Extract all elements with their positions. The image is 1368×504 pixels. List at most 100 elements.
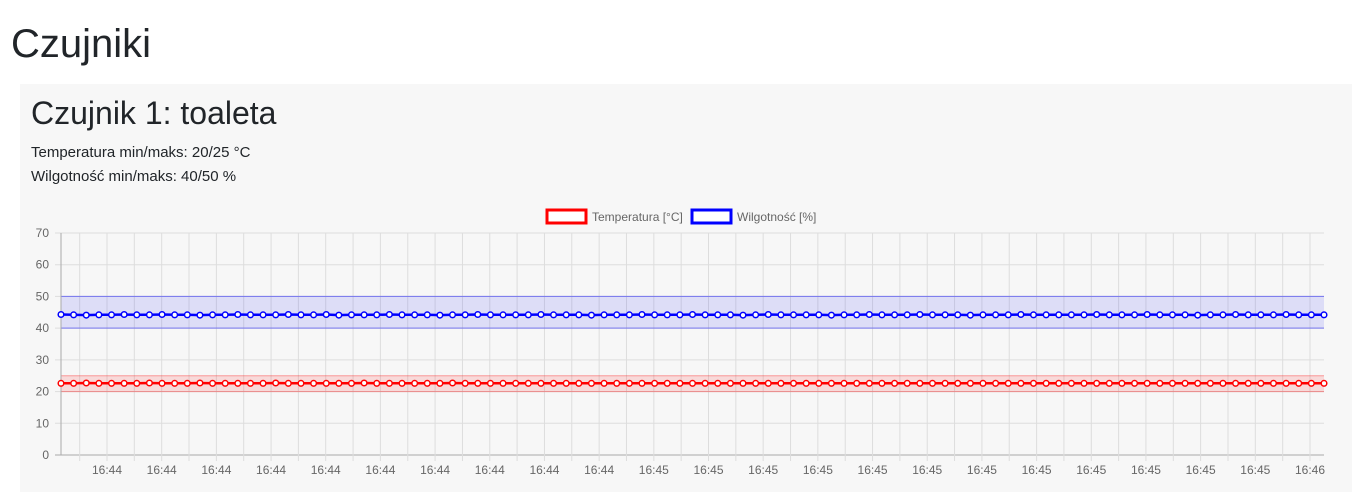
data-point (448, 311, 457, 319)
data-point (688, 379, 697, 387)
data-point (663, 379, 671, 387)
data-point (1206, 379, 1214, 387)
y-tick-label: 10 (36, 416, 50, 430)
legend-swatch[interactable] (690, 208, 733, 225)
x-tick-label: 16:44 (529, 463, 559, 477)
data-point (347, 311, 356, 319)
data-point (385, 310, 393, 319)
data-point (941, 311, 949, 319)
data-point (1055, 311, 1063, 319)
data-point (1143, 379, 1151, 387)
data-point (651, 379, 659, 387)
data-point (1320, 311, 1328, 319)
data-point (676, 379, 684, 387)
data-point (992, 311, 1000, 319)
y-tick-label: 30 (36, 353, 50, 367)
data-point (411, 311, 419, 319)
data-point (221, 379, 229, 387)
data-point (1156, 311, 1164, 319)
data-point (322, 379, 330, 387)
data-point (701, 311, 709, 319)
data-point (524, 379, 532, 387)
data-point (1282, 310, 1290, 319)
data-point (171, 311, 179, 319)
data-point (335, 311, 343, 319)
data-point (928, 379, 937, 387)
data-point (196, 379, 204, 387)
data-point (815, 379, 823, 387)
data-point (171, 379, 179, 387)
chart-legend[interactable]: Temperatura [°C] Wilgotność [%] (545, 208, 816, 225)
data-point (550, 311, 558, 319)
data-point (714, 311, 722, 319)
data-point (853, 311, 861, 319)
x-tick-label: 16:44 (365, 463, 395, 477)
data-point (310, 311, 318, 319)
y-tick-label: 0 (42, 448, 49, 462)
data-point (70, 311, 78, 319)
data-point (638, 379, 646, 387)
data-point (499, 379, 507, 387)
x-tick-label: 16:45 (1076, 463, 1106, 477)
data-point (966, 379, 974, 387)
data-point (587, 379, 596, 387)
data-point (1105, 379, 1113, 387)
data-point (903, 311, 911, 319)
data-point (423, 379, 431, 387)
data-point (107, 379, 116, 387)
legend-label[interactable]: Wilgotność [%] (737, 210, 816, 224)
data-point (600, 311, 608, 319)
data-point (373, 379, 381, 387)
data-point (1093, 310, 1101, 319)
data-point (966, 311, 974, 319)
chart-axes: 0 10 20 30 40 50 60 70 16:44 16:44 16:44 16:44 16:44… (36, 226, 1326, 477)
data-point (865, 310, 873, 319)
legend-swatch[interactable] (545, 208, 588, 225)
data-point (550, 379, 558, 387)
data-point (1131, 379, 1139, 387)
data-point (360, 379, 368, 387)
humidity-range-text: Wilgotność min/maks: 40/50 % (31, 168, 237, 185)
x-tick-label: 16:45 (1240, 463, 1270, 477)
data-point (373, 311, 381, 319)
data-point (714, 379, 722, 387)
data-point (1194, 379, 1202, 387)
data-point (903, 379, 911, 387)
data-point (1017, 310, 1025, 319)
data-point (1168, 379, 1176, 387)
data-point (183, 379, 191, 387)
data-point (954, 311, 962, 319)
data-point (1118, 379, 1126, 387)
legend-label[interactable]: Temperatura [°C] (592, 210, 683, 224)
data-point (297, 379, 305, 387)
data-point (95, 311, 103, 319)
data-point (246, 379, 254, 387)
data-point (840, 311, 848, 319)
data-point (1269, 379, 1278, 387)
data-point (448, 379, 457, 387)
chart-grid (55, 232, 1324, 461)
data-point (1181, 311, 1189, 319)
data-point (1067, 379, 1075, 387)
data-point (1219, 379, 1227, 387)
x-tick-label: 16:44 (147, 463, 177, 477)
data-point (1320, 379, 1328, 387)
data-point (1080, 311, 1088, 319)
data-point (600, 379, 608, 387)
data-point (625, 311, 633, 319)
data-point (777, 379, 785, 387)
y-tick-label: 20 (36, 385, 50, 399)
data-point (246, 311, 254, 319)
data-point (638, 310, 646, 319)
data-point (1295, 311, 1303, 319)
data-point (1295, 379, 1303, 387)
data-point (284, 310, 292, 319)
data-point (1143, 310, 1151, 319)
data-point (1042, 379, 1050, 387)
data-point (1307, 379, 1315, 387)
data-point (234, 310, 242, 319)
data-point (284, 379, 292, 387)
data-point (726, 311, 734, 319)
data-point (1257, 379, 1265, 387)
data-point (891, 379, 899, 387)
